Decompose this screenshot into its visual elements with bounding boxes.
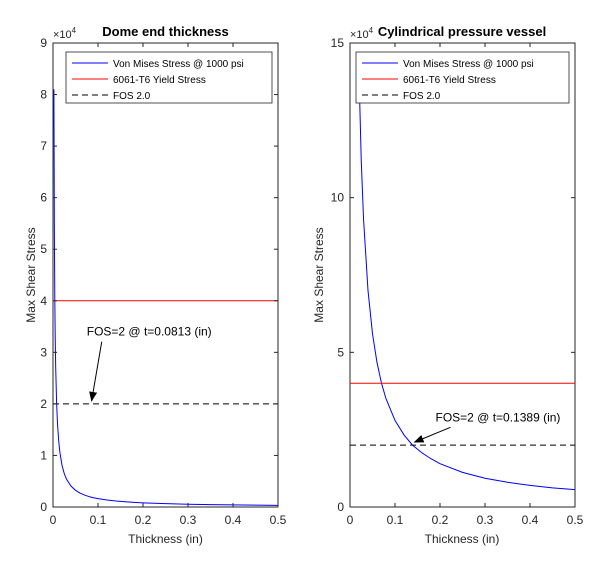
plot-area	[52, 42, 279, 508]
x-tick-label: 0.3	[180, 513, 197, 527]
x-axis-label: Thickness (in)	[425, 532, 500, 546]
annotation-arrow	[89, 341, 103, 402]
y-tick-label: 8	[40, 88, 47, 102]
y-axis-label: Max Shear Stress	[312, 227, 326, 322]
annotation-text: FOS=2 @ t=0.0813 (in)	[87, 325, 212, 339]
annotation-arrow	[413, 426, 451, 443]
y-tick-label: 6	[40, 191, 47, 205]
legend-label-von-mises: Von Mises Stress @ 1000 psi	[113, 59, 244, 70]
x-tick-label: 0.4	[522, 513, 539, 527]
y-exponent-label: ×104	[53, 26, 77, 41]
x-axis-label: Thickness (in)	[128, 532, 203, 546]
x-tick-label: 0.1	[90, 513, 107, 527]
y-tick-label: 0	[337, 500, 344, 514]
x-tick-label: 0.2	[432, 513, 449, 527]
legend-box	[355, 51, 570, 104]
series-group	[53, 89, 279, 506]
x-tick-label: 0.5	[567, 513, 584, 527]
series-von-mises-stress-1000-psi	[358, 73, 576, 491]
dome-end-thickness-plot: 0 0.1 0.2 0.3 0.4 0.5 0 1 2 3 4 5 6 7 8 9 Dome end thic…	[24, 24, 287, 546]
legend: Von Mises Stress @ 1000 psi 6061-T6 Yiel…	[355, 51, 570, 104]
plot-area	[349, 42, 576, 508]
x-tick-label: 0.2	[135, 513, 152, 527]
legend-label-yield: 6061-T6 Yield Stress	[403, 75, 496, 86]
y-tick-label: 4	[40, 294, 47, 308]
legend-label-yield: 6061-T6 Yield Stress	[113, 75, 206, 86]
series-von-mises-stress-1000-psi	[53, 89, 279, 506]
x-tick-label: 0	[347, 513, 354, 527]
annotation: FOS=2 @ t=0.1389 (in)	[413, 410, 561, 443]
x-tick-label: 0	[50, 513, 57, 527]
y-tick-label: 0	[40, 500, 47, 514]
y-tick-label: 15	[331, 36, 345, 50]
axis-ticks: 0 0.1 0.2 0.3 0.4 0.5 0 1 2 3 4 5 6 7 8 9	[40, 36, 286, 527]
cylindrical-pressure-vessel-plot: 0 0.1 0.2 0.3 0.4 0.5 0 5 10 15 Cylindrical press…	[312, 24, 584, 546]
annotation: FOS=2 @ t=0.0813 (in)	[87, 325, 212, 402]
y-tick-label: 5	[40, 242, 47, 256]
annotation-text: FOS=2 @ t=0.1389 (in)	[436, 410, 561, 424]
legend-label-von-mises: Von Mises Stress @ 1000 psi	[403, 59, 534, 70]
y-exponent-label: ×104	[350, 26, 374, 41]
series-group	[350, 73, 576, 491]
plot-title: Cylindrical pressure vessel	[378, 24, 546, 39]
x-tick-label: 0.5	[270, 513, 287, 527]
legend-label-fos: FOS 2.0	[113, 91, 151, 102]
y-tick-label: 5	[337, 345, 344, 359]
legend-label-fos: FOS 2.0	[403, 91, 441, 102]
axis-ticks: 0 0.1 0.2 0.3 0.4 0.5 0 5 10 15	[331, 36, 584, 527]
x-tick-label: 0.3	[477, 513, 494, 527]
legend: Von Mises Stress @ 1000 psi 6061-T6 Yiel…	[65, 51, 273, 104]
y-tick-label: 1	[40, 448, 47, 462]
x-tick-label: 0.1	[387, 513, 404, 527]
y-tick-label: 10	[331, 191, 345, 205]
y-tick-label: 9	[40, 36, 47, 50]
y-tick-label: 7	[40, 139, 47, 153]
y-axis-label: Max Shear Stress	[24, 227, 38, 322]
x-tick-label: 0.4	[225, 513, 242, 527]
legend-box	[65, 51, 273, 104]
y-tick-label: 2	[40, 397, 47, 411]
plot-title: Dome end thickness	[102, 24, 228, 39]
y-tick-label: 3	[40, 345, 47, 359]
